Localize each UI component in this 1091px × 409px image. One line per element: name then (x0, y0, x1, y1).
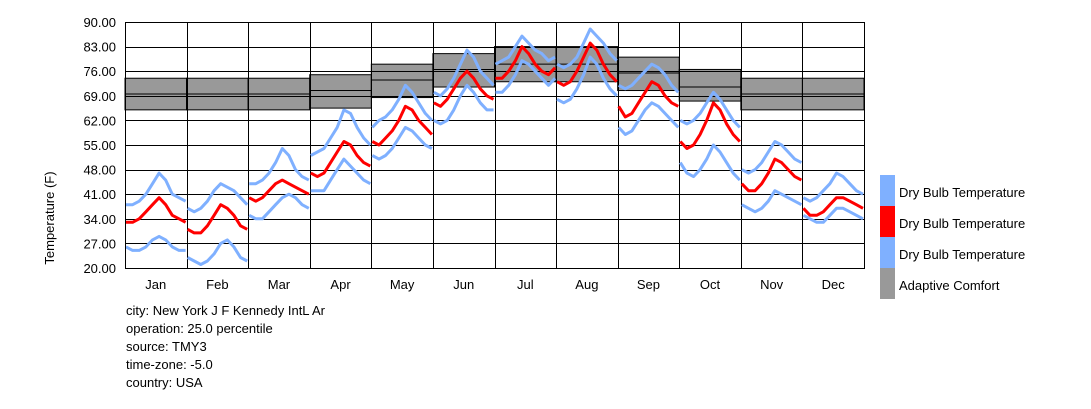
y-tick-label: 41.00 (83, 187, 116, 202)
legend-label: Dry Bulb Temperature (899, 216, 1025, 231)
legend-swatch (880, 175, 895, 206)
legend-label: Dry Bulb Temperature (899, 185, 1025, 200)
y-tick-label: 90.00 (83, 15, 116, 30)
info-city: city: New York J F Kennedy IntL Ar (126, 303, 326, 318)
series-upper-jul (494, 34, 556, 66)
y-tick-label: 34.00 (83, 212, 116, 227)
y-tick-labels: 20.00 27.00 34.00 41.00 48.00 55.00 62.00 69.00… (83, 15, 116, 276)
series-median-nov (740, 157, 803, 193)
x-tick-label: Jul (517, 277, 534, 292)
legend-swatch (880, 206, 895, 237)
series-lower-may (371, 125, 433, 161)
plot-frame (125, 22, 865, 269)
legend-swatch (880, 268, 895, 299)
x-tick-label: Oct (700, 277, 721, 292)
series-median-feb (186, 203, 248, 235)
series-median-aug (556, 41, 618, 87)
series-layer (125, 27, 864, 266)
series-median-mar (248, 178, 310, 203)
legend-swatch (880, 237, 895, 268)
series-upper-jun (433, 48, 495, 98)
x-tick-label: Feb (206, 277, 228, 292)
location-info: city: New York J F Kennedy IntL Ar opera… (126, 303, 326, 390)
series-upper-sep (617, 62, 680, 94)
info-source: source: TMY3 (126, 339, 207, 354)
series-upper-apr (310, 108, 372, 157)
y-tick-label: 48.00 (83, 163, 116, 178)
x-tick-label: Aug (575, 277, 598, 292)
series-median-apr (310, 140, 372, 179)
series-median-oct (679, 101, 741, 150)
x-tick-label: Jan (145, 277, 166, 292)
series-lower-jul (495, 59, 557, 94)
series-median-may (371, 104, 433, 147)
x-tick-label: Sep (637, 277, 660, 292)
y-tick-label: 20.00 (83, 261, 116, 276)
x-tick-label: Apr (330, 277, 351, 292)
y-axis-label: Temperature (F) (42, 171, 57, 264)
series-lower-feb (186, 238, 248, 266)
series-lower-jan (125, 234, 186, 252)
legend-label: Dry Bulb Temperature (899, 247, 1025, 262)
series-lower-sep (617, 101, 680, 136)
series-lower-jun (433, 83, 494, 126)
series-median-sep (617, 80, 679, 119)
y-tick-label: 83.00 (83, 40, 116, 55)
series-upper-mar (249, 147, 310, 186)
y-tick-label: 69.00 (83, 89, 116, 104)
series-upper-dec (802, 171, 864, 203)
comfort-band-apr (309, 74, 372, 109)
series-lower-apr (310, 157, 372, 193)
series-median-jan (126, 196, 187, 224)
x-tick-label: May (390, 277, 415, 292)
info-country: country: USA (126, 375, 203, 390)
series-median-dec (802, 196, 864, 217)
series-upper-nov (741, 140, 803, 175)
x-tick-label: Nov (760, 277, 784, 292)
comfort-band-layer (124, 46, 865, 111)
series-median-jul (495, 45, 557, 80)
legend: Dry Bulb Temperature Dry Bulb Temperature… (880, 175, 1025, 299)
info-timezone: time-zone: -5.0 (126, 357, 213, 372)
series-upper-jan (126, 171, 187, 207)
x-tick-labels: Jan Feb Mar Apr May Jun Jul Aug Sep Oct Nov Dec (145, 277, 845, 292)
frame-layer (125, 22, 865, 269)
series-median-jun (433, 69, 495, 108)
series-upper-aug (556, 27, 618, 70)
series-lower-dec (802, 206, 864, 224)
y-tick-label: 62.00 (83, 113, 116, 128)
series-lower-nov (741, 189, 803, 214)
series-upper-may (371, 83, 433, 129)
y-tick-label: 76.00 (83, 64, 116, 79)
info-operation: operation: 25.0 percentile (126, 321, 273, 336)
x-tick-label: Jun (453, 277, 474, 292)
x-tick-label: Mar (268, 277, 291, 292)
y-tick-label: 55.00 (83, 138, 116, 153)
series-upper-oct (679, 90, 741, 129)
legend-label: Adaptive Comfort (899, 278, 1000, 293)
x-tick-label: Dec (822, 277, 846, 292)
series-upper-feb (186, 182, 249, 214)
series-lower-mar (248, 192, 310, 221)
series-lower-oct (679, 143, 741, 182)
series-lower-aug (556, 55, 618, 105)
y-tick-label: 27.00 (83, 236, 116, 251)
